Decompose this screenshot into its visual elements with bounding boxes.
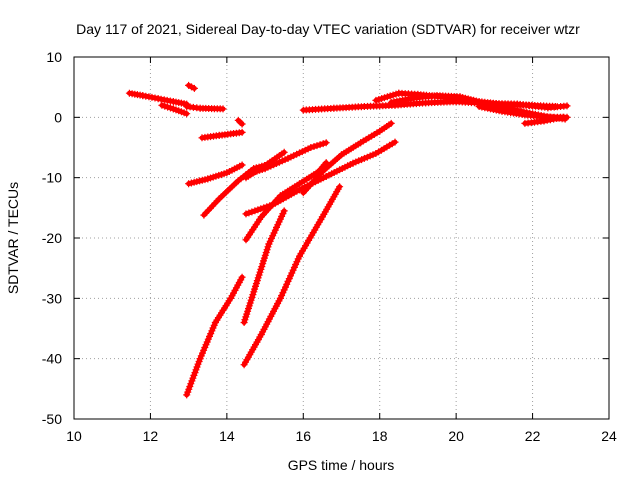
series-track-a bbox=[125, 89, 191, 108]
data-point bbox=[559, 113, 567, 121]
y-tick-label: -40 bbox=[42, 351, 62, 367]
y-tick-label: -20 bbox=[42, 230, 62, 246]
x-tick-label: 16 bbox=[295, 428, 311, 444]
series-track-s bbox=[387, 92, 559, 110]
data-point bbox=[387, 119, 395, 127]
series-track-g bbox=[185, 161, 246, 188]
series-track-c bbox=[183, 103, 227, 113]
series-track-u bbox=[521, 113, 567, 127]
data-point bbox=[157, 95, 165, 103]
series-track-e bbox=[234, 116, 246, 128]
data-point bbox=[142, 92, 150, 100]
data-point bbox=[543, 116, 551, 124]
series-track-n bbox=[183, 273, 246, 399]
x-axis-ticks: 10 12 14 16 18 20 22 24 bbox=[66, 57, 617, 444]
data-point bbox=[313, 142, 321, 150]
data-point bbox=[322, 139, 330, 147]
y-tick-label: 0 bbox=[54, 109, 62, 125]
x-tick-label: 12 bbox=[143, 428, 159, 444]
data-point bbox=[238, 120, 246, 128]
series-track-d bbox=[185, 81, 198, 92]
data-point bbox=[245, 209, 253, 217]
data-point bbox=[319, 140, 327, 148]
x-axis-label: GPS time / hours bbox=[288, 457, 395, 473]
x-tick-label: 10 bbox=[66, 428, 82, 444]
y-tick-label: -10 bbox=[42, 170, 62, 186]
data-point bbox=[248, 208, 256, 216]
data-point bbox=[266, 202, 274, 210]
data-series bbox=[125, 81, 571, 399]
data-point bbox=[190, 84, 198, 92]
x-tick-label: 18 bbox=[372, 428, 388, 444]
data-point bbox=[251, 207, 259, 215]
data-point bbox=[219, 105, 227, 113]
x-tick-label: 14 bbox=[219, 428, 235, 444]
data-point bbox=[280, 207, 288, 215]
series-track-b bbox=[158, 101, 191, 118]
data-point bbox=[391, 138, 399, 146]
data-point bbox=[336, 183, 344, 191]
data-point bbox=[316, 141, 324, 149]
x-tick-label: 22 bbox=[525, 428, 541, 444]
chart-title: Day 117 of 2021, Sidereal Day-to-day VTE… bbox=[76, 21, 580, 37]
data-point bbox=[563, 102, 571, 110]
y-tick-label: -50 bbox=[42, 411, 62, 427]
data-point bbox=[238, 161, 246, 169]
series-track-p bbox=[240, 183, 344, 369]
y-tick-label: -30 bbox=[42, 290, 62, 306]
data-point bbox=[238, 128, 246, 136]
series-track-o bbox=[240, 207, 288, 326]
data-point bbox=[183, 110, 191, 118]
y-axis-label: SDTVAR / TECUs bbox=[5, 182, 21, 294]
data-point bbox=[307, 144, 315, 151]
data-point bbox=[260, 204, 268, 212]
series-track-k bbox=[242, 138, 399, 218]
data-point bbox=[552, 103, 559, 110]
y-tick-label: 10 bbox=[46, 49, 62, 65]
data-point bbox=[280, 148, 288, 156]
x-tick-label: 24 bbox=[601, 428, 617, 444]
data-point bbox=[540, 117, 548, 125]
data-point bbox=[238, 273, 246, 281]
series-track-m bbox=[299, 119, 395, 197]
series-track-l bbox=[242, 139, 330, 179]
x-tick-label: 20 bbox=[448, 428, 464, 444]
y-axis-ticks: -50 -40 -30 -20 -10 0 10 bbox=[42, 49, 609, 427]
series-track-f bbox=[198, 128, 246, 142]
data-point bbox=[257, 205, 265, 213]
data-point bbox=[310, 143, 318, 150]
